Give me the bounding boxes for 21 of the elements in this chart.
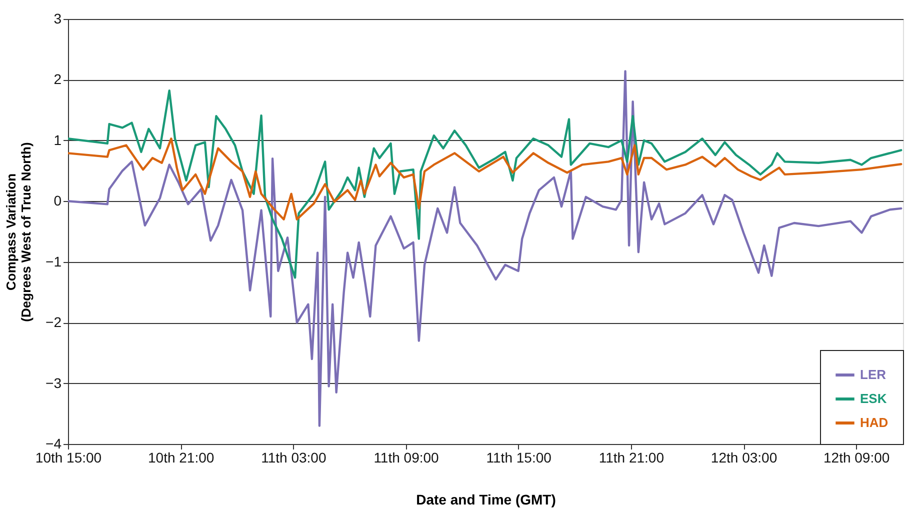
y-axis-title: Compass Variation (Degrees West of True North)	[4, 142, 34, 322]
y-tick-label: 1	[54, 132, 62, 148]
x-tick-label: 11th 15:00	[486, 450, 552, 466]
x-tick-label: 11th 09:00	[374, 450, 440, 466]
x-axis-title: Date and Time (GMT)	[416, 492, 556, 508]
x-tick-label: 11th 21:00	[598, 450, 664, 466]
x-tick-label: 10th 21:00	[148, 450, 214, 466]
y-tick-label: −4	[46, 436, 62, 452]
y-tick-label: 3	[54, 10, 62, 26]
y-tick-label: −3	[46, 374, 62, 391]
legend-label: ESK	[860, 391, 888, 406]
x-tick-label: 12th 03:00	[710, 450, 778, 466]
x-tick-label: 12th 09:00	[824, 450, 890, 466]
y-tick-label: −2	[46, 314, 62, 330]
legend-label: HAD	[860, 415, 888, 430]
y-tick-label: −1	[46, 253, 62, 270]
y-tick-label: 0	[54, 192, 62, 209]
x-tick-label: 11th 03:00	[261, 450, 326, 466]
x-tick-label: 10th 15:00	[35, 450, 102, 466]
y-tick-label: 2	[54, 71, 62, 88]
legend-label: LER	[860, 367, 887, 382]
